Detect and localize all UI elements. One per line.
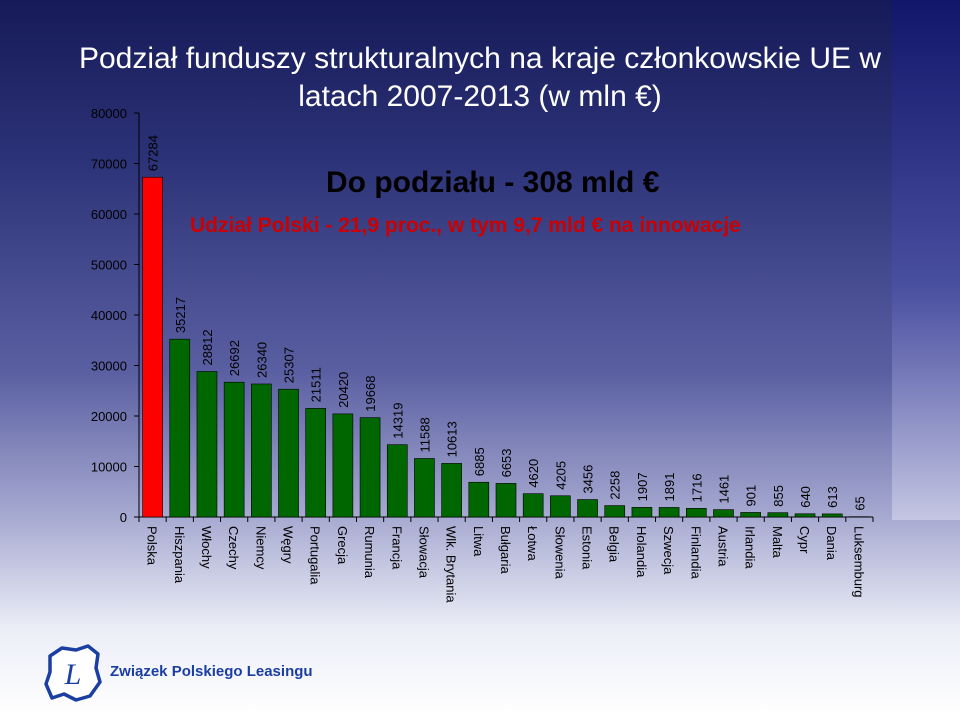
y-tick-label: 60000 xyxy=(91,207,127,222)
bar xyxy=(685,508,707,518)
bar-value-label: 10613 xyxy=(445,421,460,457)
x-category-label: Czechy xyxy=(226,526,241,570)
bar-value-label: 1461 xyxy=(716,475,731,504)
bar-value-label: 1907 xyxy=(635,472,650,501)
x-category-label: Estonia xyxy=(580,526,595,570)
x-category-label: Wlk. Brytania xyxy=(444,526,459,603)
x-category-label: Cypr xyxy=(797,526,812,554)
bar xyxy=(278,388,299,518)
bar-value-label: 2258 xyxy=(608,471,623,500)
bar-value-label: 613 xyxy=(825,486,840,508)
bar-value-label: 25307 xyxy=(282,347,297,383)
x-category-label: Luksemburg xyxy=(851,526,866,598)
x-category-label: Polska xyxy=(145,526,160,566)
bar-value-label: 901 xyxy=(744,485,759,507)
chart-title: Podział funduszy strukturalnych na kraje… xyxy=(78,42,882,113)
bar xyxy=(468,481,490,518)
bar-value-label: 6653 xyxy=(499,448,514,477)
bar xyxy=(359,417,381,518)
bar-value-label: 11588 xyxy=(417,417,432,452)
svg-text:L: L xyxy=(64,658,82,691)
y-tick-label: 20000 xyxy=(91,409,127,424)
x-category-label: Słowacja xyxy=(416,526,431,579)
bar xyxy=(386,444,408,518)
y-tick-label: 40000 xyxy=(91,308,127,323)
bar xyxy=(713,509,734,518)
y-tick-label: 70000 xyxy=(91,157,127,172)
bar xyxy=(577,499,598,518)
chart-subtitle: Do podziału - 308 mld € xyxy=(326,166,660,199)
poland-map-logo-icon: L xyxy=(44,644,102,702)
x-category-label: Finlandia xyxy=(688,526,703,580)
bar-value-label: 4620 xyxy=(526,459,541,488)
bar-value-label: 855 xyxy=(771,485,786,507)
bar-value-label: 35217 xyxy=(173,297,188,333)
bar-value-label: 14319 xyxy=(390,403,405,439)
bar xyxy=(142,176,163,518)
bar xyxy=(794,513,816,518)
bar-value-label: 28812 xyxy=(200,329,215,365)
x-category-label: Austria xyxy=(715,526,730,567)
poland-share-note: Udział Polski - 21,9 proc., w tym 9,7 ml… xyxy=(190,214,741,237)
x-category-label: Łotwa xyxy=(525,526,540,561)
y-tick-label: 10000 xyxy=(91,460,127,475)
bar-value-label: 20420 xyxy=(336,372,351,408)
bar xyxy=(169,338,191,518)
bar-value-label: 3456 xyxy=(581,465,596,494)
x-category-label: Francja xyxy=(389,526,404,570)
y-tick-label: 30000 xyxy=(91,359,127,374)
bar xyxy=(658,507,680,518)
x-category-label: Rumunia xyxy=(362,526,377,579)
bar-value-label: 1891 xyxy=(662,473,677,502)
bar xyxy=(767,512,789,518)
x-category-label: Hiszpania xyxy=(172,526,187,584)
bar xyxy=(821,513,843,518)
bar xyxy=(849,516,870,518)
bar-value-label: 640 xyxy=(798,486,813,508)
bar xyxy=(414,458,435,518)
x-category-label: Słowenia xyxy=(552,526,567,580)
bar-value-label: 26340 xyxy=(254,342,269,378)
bar xyxy=(223,381,245,518)
logo-text: Związek Polskiego Leasingu xyxy=(110,663,313,680)
right-decor-stripe xyxy=(892,0,960,520)
x-category-label: Węgry xyxy=(281,526,296,564)
y-tick-label: 0 xyxy=(120,510,127,525)
bar-value-label: 65 xyxy=(852,496,867,510)
x-category-label: Włochy xyxy=(199,526,214,569)
bar xyxy=(495,483,517,518)
bar-value-label: 6885 xyxy=(472,447,487,476)
bar-value-label: 1716 xyxy=(689,473,704,502)
bar xyxy=(196,371,218,518)
x-category-label: Irlandia xyxy=(743,526,758,569)
bar xyxy=(251,383,272,518)
bar xyxy=(604,505,626,518)
x-category-label: Bułgaria xyxy=(498,526,513,574)
y-tick-label: 80000 xyxy=(91,106,127,121)
bar-value-label: 67284 xyxy=(146,135,161,171)
x-category-label: Szwecja xyxy=(661,526,676,575)
bar-value-label: 19668 xyxy=(363,376,378,412)
x-category-label: Niemcy xyxy=(253,526,268,570)
bar xyxy=(441,463,462,518)
y-tick-label: 50000 xyxy=(91,258,127,273)
bar-value-label: 26692 xyxy=(227,340,242,376)
bar xyxy=(550,495,571,518)
bar-value-label: 21511 xyxy=(309,367,324,402)
bar xyxy=(522,493,544,518)
x-category-label: Belgia xyxy=(607,526,622,563)
x-category-label: Malta xyxy=(770,526,785,559)
bar xyxy=(305,408,327,518)
bar xyxy=(740,512,761,518)
bar-value-label: 4205 xyxy=(553,461,568,490)
x-category-label: Holandia xyxy=(634,526,649,578)
x-category-label: Litwa xyxy=(471,526,486,557)
x-category-label: Dania xyxy=(824,526,839,561)
x-category-label: Portugalia xyxy=(308,526,323,585)
x-category-label: Grecja xyxy=(335,526,350,565)
bar xyxy=(631,507,653,518)
bar xyxy=(332,413,354,518)
